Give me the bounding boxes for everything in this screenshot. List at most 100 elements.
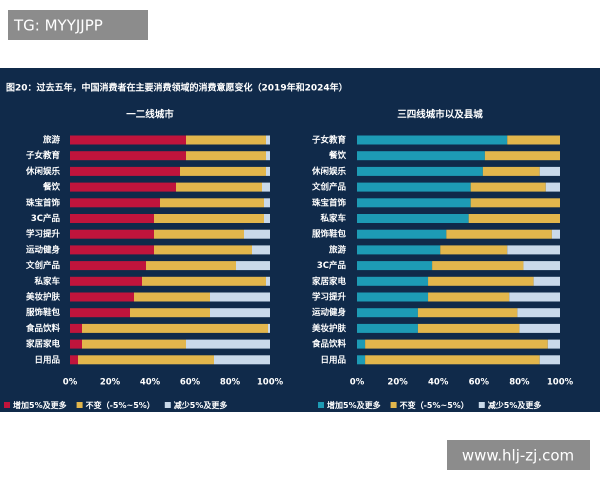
bar-segment xyxy=(417,308,518,318)
bar-segment xyxy=(264,198,270,208)
bar-segment xyxy=(266,151,270,161)
bar-segment xyxy=(428,292,510,302)
bar-segment xyxy=(357,292,429,302)
bar-segment xyxy=(357,151,485,161)
x-tick-label: 20% xyxy=(100,378,121,388)
y-tick-label: 日用品 xyxy=(34,355,60,365)
x-tick-label: 40% xyxy=(428,378,449,388)
bar-segment xyxy=(78,355,214,365)
bar-segment xyxy=(70,339,82,349)
y-tick-label: 食品饮料 xyxy=(312,339,347,350)
watermark: TG: MYYJJPP xyxy=(13,17,103,35)
y-tick-label: 珠宝首饰 xyxy=(26,197,61,208)
legend-label: 减少5%及更多 xyxy=(488,400,542,410)
y-tick-label: 餐饮 xyxy=(42,182,61,193)
x-tick-label: 100% xyxy=(547,378,574,388)
bar-segment xyxy=(357,166,483,176)
bar-segment xyxy=(82,339,186,349)
bar-segment xyxy=(266,276,270,286)
bar-segment xyxy=(70,323,82,333)
y-tick-label: 休闲娱乐 xyxy=(311,166,347,177)
bar-segment xyxy=(357,245,441,255)
bar-segment xyxy=(70,308,130,318)
bar-segment xyxy=(154,245,252,255)
y-tick-label: 文创产品 xyxy=(26,260,61,271)
bar-segment xyxy=(130,308,210,318)
bar-segment xyxy=(134,292,210,302)
bar-segment xyxy=(519,323,560,333)
y-tick-label: 私家车 xyxy=(33,276,60,287)
bar-segment xyxy=(82,323,268,333)
y-tick-label: 运动健身 xyxy=(26,244,61,255)
y-tick-label: 餐饮 xyxy=(328,150,347,161)
bar-segment xyxy=(70,245,154,255)
y-tick-label: 私家车 xyxy=(319,213,346,224)
bar-segment xyxy=(154,229,244,239)
y-tick-label: 旅游 xyxy=(42,135,61,146)
watermark-box xyxy=(447,440,590,470)
x-tick-label: 0% xyxy=(63,378,78,388)
bar-segment xyxy=(446,229,552,239)
y-tick-label: 子女教育 xyxy=(26,150,61,161)
x-tick-label: 20% xyxy=(387,378,408,388)
watermark: www.hlj-zj.com xyxy=(462,447,574,465)
bar-segment xyxy=(236,261,270,271)
y-tick-label: 旅游 xyxy=(328,244,347,255)
y-tick-label: 子女教育 xyxy=(312,135,347,146)
bar-segment xyxy=(186,135,266,145)
y-tick-label: 美妆护肤 xyxy=(26,292,61,303)
chart-panel xyxy=(0,68,600,412)
y-tick-label: 运动健身 xyxy=(312,307,347,318)
bar-segment xyxy=(468,214,560,223)
y-tick-label: 学习提升 xyxy=(312,292,347,303)
x-tick-label: 40% xyxy=(140,378,161,388)
x-tick-label: 100% xyxy=(257,378,284,388)
bar-segment xyxy=(70,198,160,208)
bar-segment xyxy=(142,276,266,286)
legend-label: 不变（-5%~5%） xyxy=(400,400,469,410)
bar-segment xyxy=(357,339,366,349)
y-tick-label: 家居家电 xyxy=(26,339,61,350)
bar-segment xyxy=(507,245,560,255)
y-tick-label: 家居家电 xyxy=(312,276,347,287)
bar-segment xyxy=(551,229,560,239)
bar-segment xyxy=(70,292,134,302)
legend-label: 增加5%及更多 xyxy=(327,400,381,410)
bar-segment xyxy=(146,261,236,271)
bar-segment xyxy=(357,261,433,271)
bar-segment xyxy=(507,135,560,145)
bar-segment xyxy=(210,308,270,318)
bar-segment xyxy=(357,323,418,333)
chart-title: 图20：过去五年，中国消费者在主要消费领域的消费意愿变化（2019年和2024年… xyxy=(6,82,348,94)
bar-segment xyxy=(357,182,471,192)
bar-segment xyxy=(160,198,264,208)
x-tick-label: 80% xyxy=(509,378,530,388)
bar-segment xyxy=(186,339,270,349)
bar-segment xyxy=(264,214,270,223)
bar-segment xyxy=(533,276,560,286)
legend-swatch xyxy=(4,402,10,408)
bar-segment xyxy=(266,166,270,176)
bar-segment xyxy=(210,292,270,302)
y-tick-label: 休闲娱乐 xyxy=(25,166,61,177)
bar-segment xyxy=(70,276,142,286)
y-tick-label: 美妆护肤 xyxy=(312,323,347,334)
y-tick-label: 文创产品 xyxy=(312,182,347,193)
bar-segment xyxy=(547,339,560,349)
bar-segment xyxy=(357,308,418,318)
y-tick-label: 3C产品 xyxy=(317,260,347,271)
bar-segment xyxy=(70,166,180,176)
legend-swatch xyxy=(390,402,397,408)
bar-segment xyxy=(180,166,266,176)
chart-subtitle: 三四线城市以及县城 xyxy=(397,109,483,121)
bar-segment xyxy=(539,166,560,176)
bar-segment xyxy=(440,245,508,255)
bar-segment xyxy=(176,182,262,192)
legend-label: 增加5%及更多 xyxy=(13,400,67,410)
legend-swatch xyxy=(76,402,83,408)
bar-segment xyxy=(365,355,540,365)
x-tick-label: 0% xyxy=(350,378,365,388)
y-tick-label: 学习提升 xyxy=(26,229,61,240)
chart-subtitle: 一二线城市 xyxy=(126,109,174,121)
